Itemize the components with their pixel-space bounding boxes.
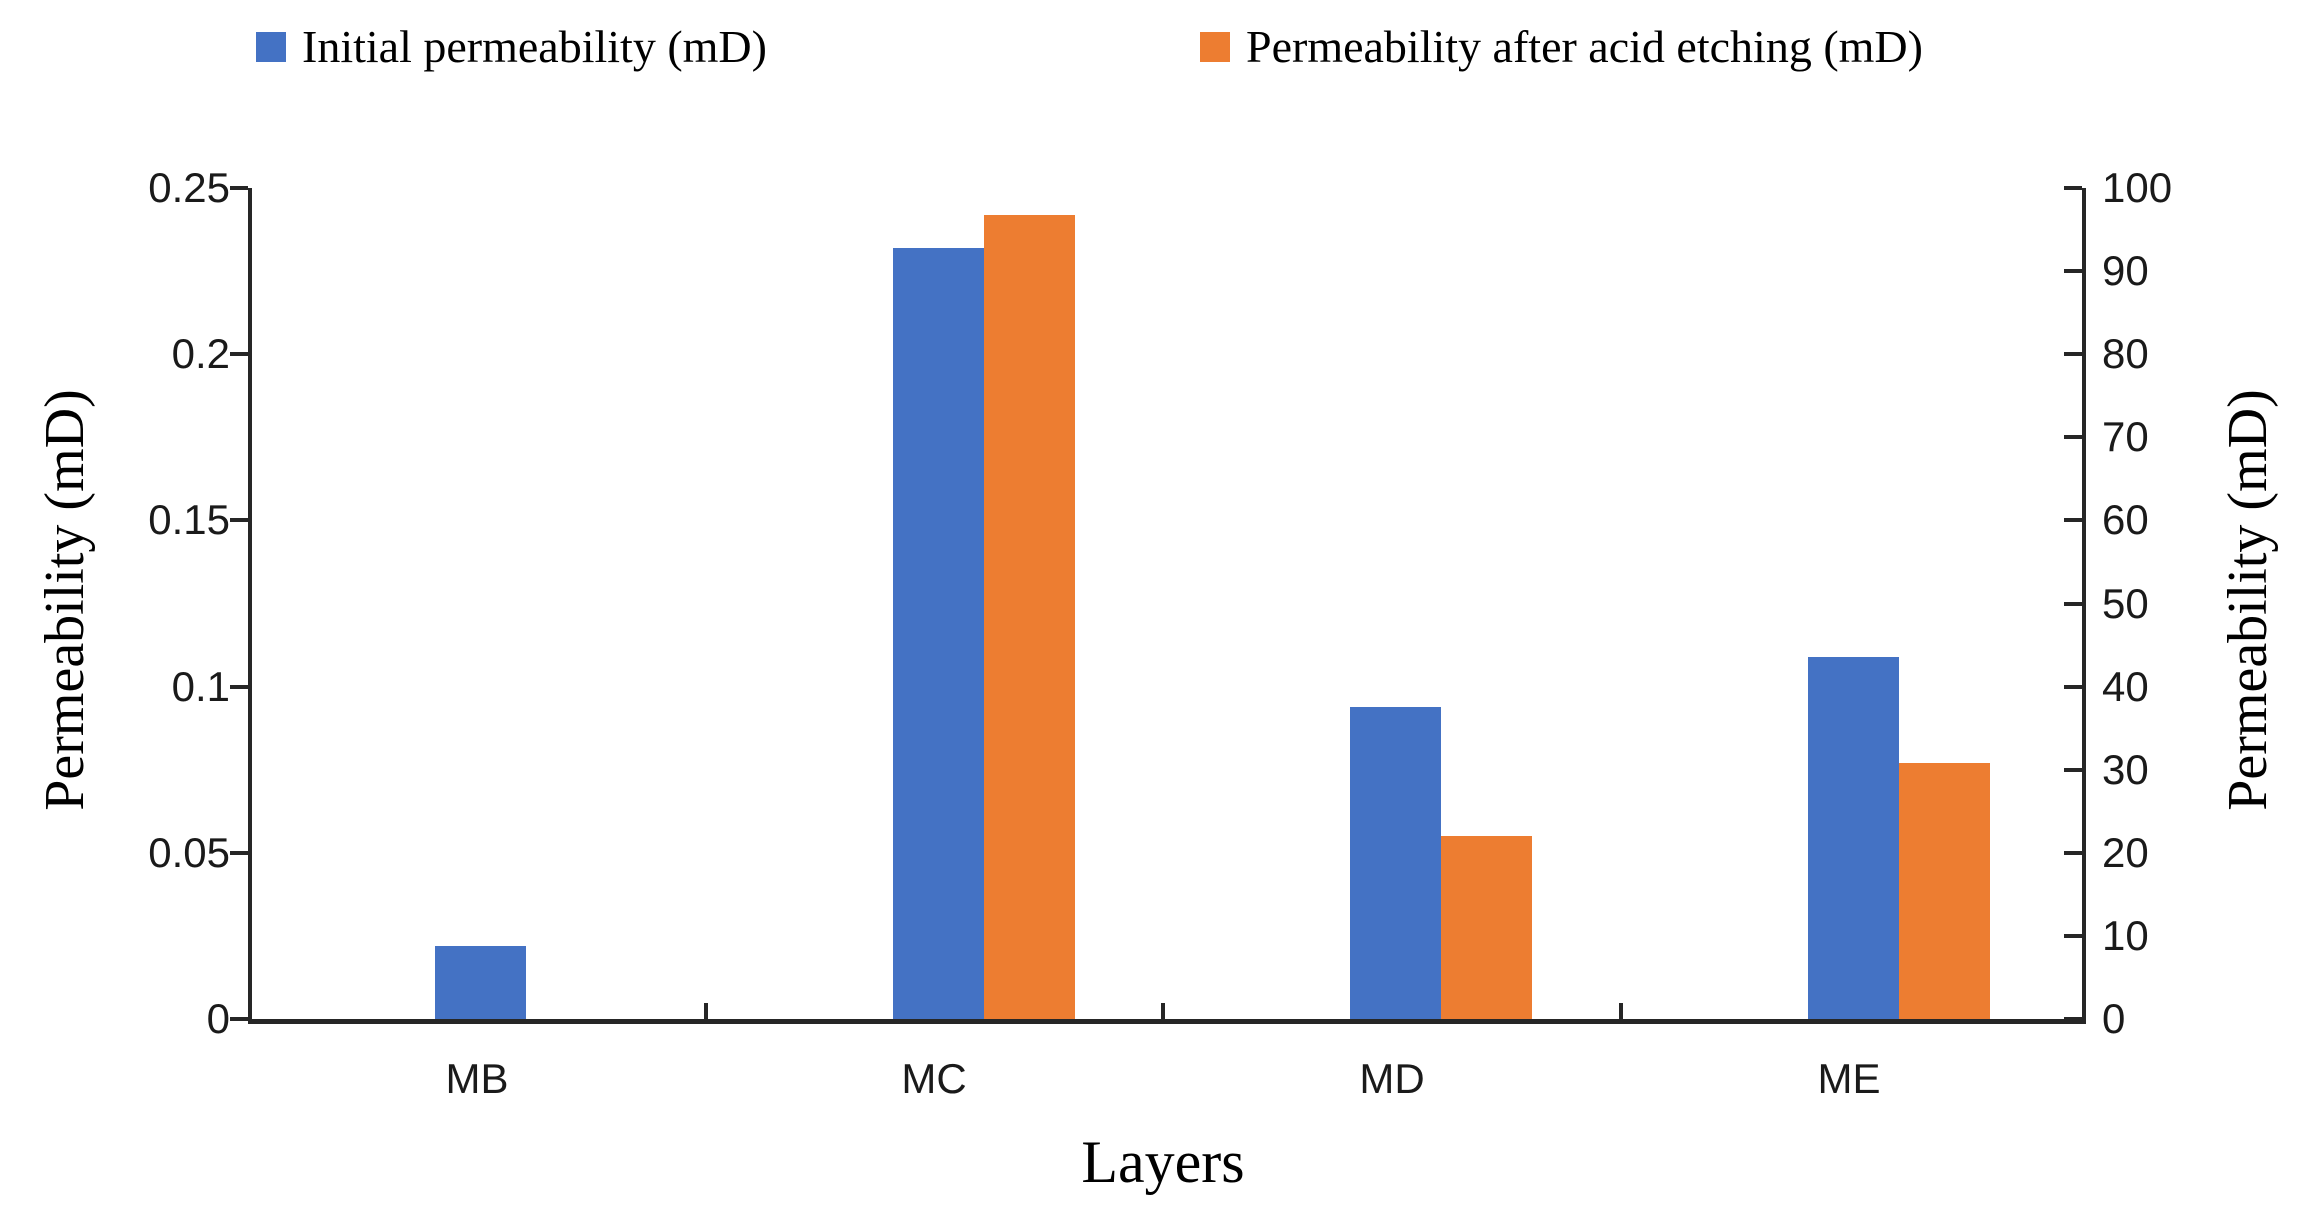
right-axis-tick [2064,685,2082,689]
left-axis-tick-label: 0.25 [148,164,230,211]
x-axis-category-label: MC [901,1055,967,1102]
bar-MC-series1 [893,248,984,1019]
plot-area [248,188,2086,1024]
x-axis-title: Layers [1081,1129,1245,1195]
left-axis-tick [230,685,248,689]
right-axis-tick [2064,851,2082,855]
right-axis-tick-label: 90 [2102,247,2149,294]
right-axis-tick-label: 50 [2102,580,2149,627]
legend-label: Initial permeability (mD) [302,21,767,72]
x-axis-category-label: MB [445,1055,509,1102]
bar-MC-series2 [984,215,1075,1019]
left-axis-tick-label: 0.05 [148,829,230,876]
right-axis-tick-label: 10 [2102,912,2149,959]
left-axis-tick [230,186,248,190]
legend-item: Initial permeability (mD) [256,18,767,76]
legend-label: Permeability after acid etching (mD) [1246,21,1923,72]
right-axis-tick [2064,186,2082,190]
left-axis-tick-label: 0 [206,995,230,1042]
right-axis-tick-label: 80 [2102,330,2149,377]
left-axis-tick [230,1017,248,1021]
left-axis-tick [230,352,248,356]
right-axis-tick-label: 0 [2102,995,2126,1042]
right-axis-tick [2064,518,2082,522]
x-axis-category-label: MD [1359,1055,1425,1102]
bar-MD-series2 [1441,836,1532,1019]
legend-swatch-icon [256,32,286,62]
x-axis-category-label: ME [1817,1055,1881,1102]
right-axis-tick-label: 70 [2102,413,2149,460]
right-axis-tick-label: 40 [2102,663,2149,710]
right-axis-tick [2064,934,2082,938]
right-axis-tick-label: 100 [2102,164,2173,211]
left-axis-title: Permeability (mD) [34,389,96,811]
legend-swatch-icon [1200,32,1230,62]
right-axis-tick-label: 30 [2102,746,2149,793]
right-axis-tick [2064,602,2082,606]
x-axis-tick [704,1003,708,1019]
x-axis-tick [1161,1003,1165,1019]
bar-MD-series1 [1350,707,1441,1019]
right-axis-tick-label: 60 [2102,496,2149,543]
left-axis-tick [230,851,248,855]
left-axis-tick [230,518,248,522]
bar-ME-series1 [1808,657,1899,1019]
x-axis-tick [1619,1003,1623,1019]
left-axis-tick-label: 0.15 [148,496,230,543]
right-axis-tick [2064,1017,2082,1021]
right-axis-tick-label: 20 [2102,829,2149,876]
bar-ME-series2 [1899,763,1990,1019]
right-axis-tick [2064,269,2082,273]
legend-item: Permeability after acid etching (mD) [1200,18,1923,76]
right-axis-tick [2064,352,2082,356]
bar-MB-series1 [435,946,526,1019]
right-axis-tick [2064,435,2082,439]
left-axis-tick-label: 0.2 [171,330,230,377]
right-axis-tick [2064,768,2082,772]
left-axis-tick-label: 0.1 [171,663,230,710]
